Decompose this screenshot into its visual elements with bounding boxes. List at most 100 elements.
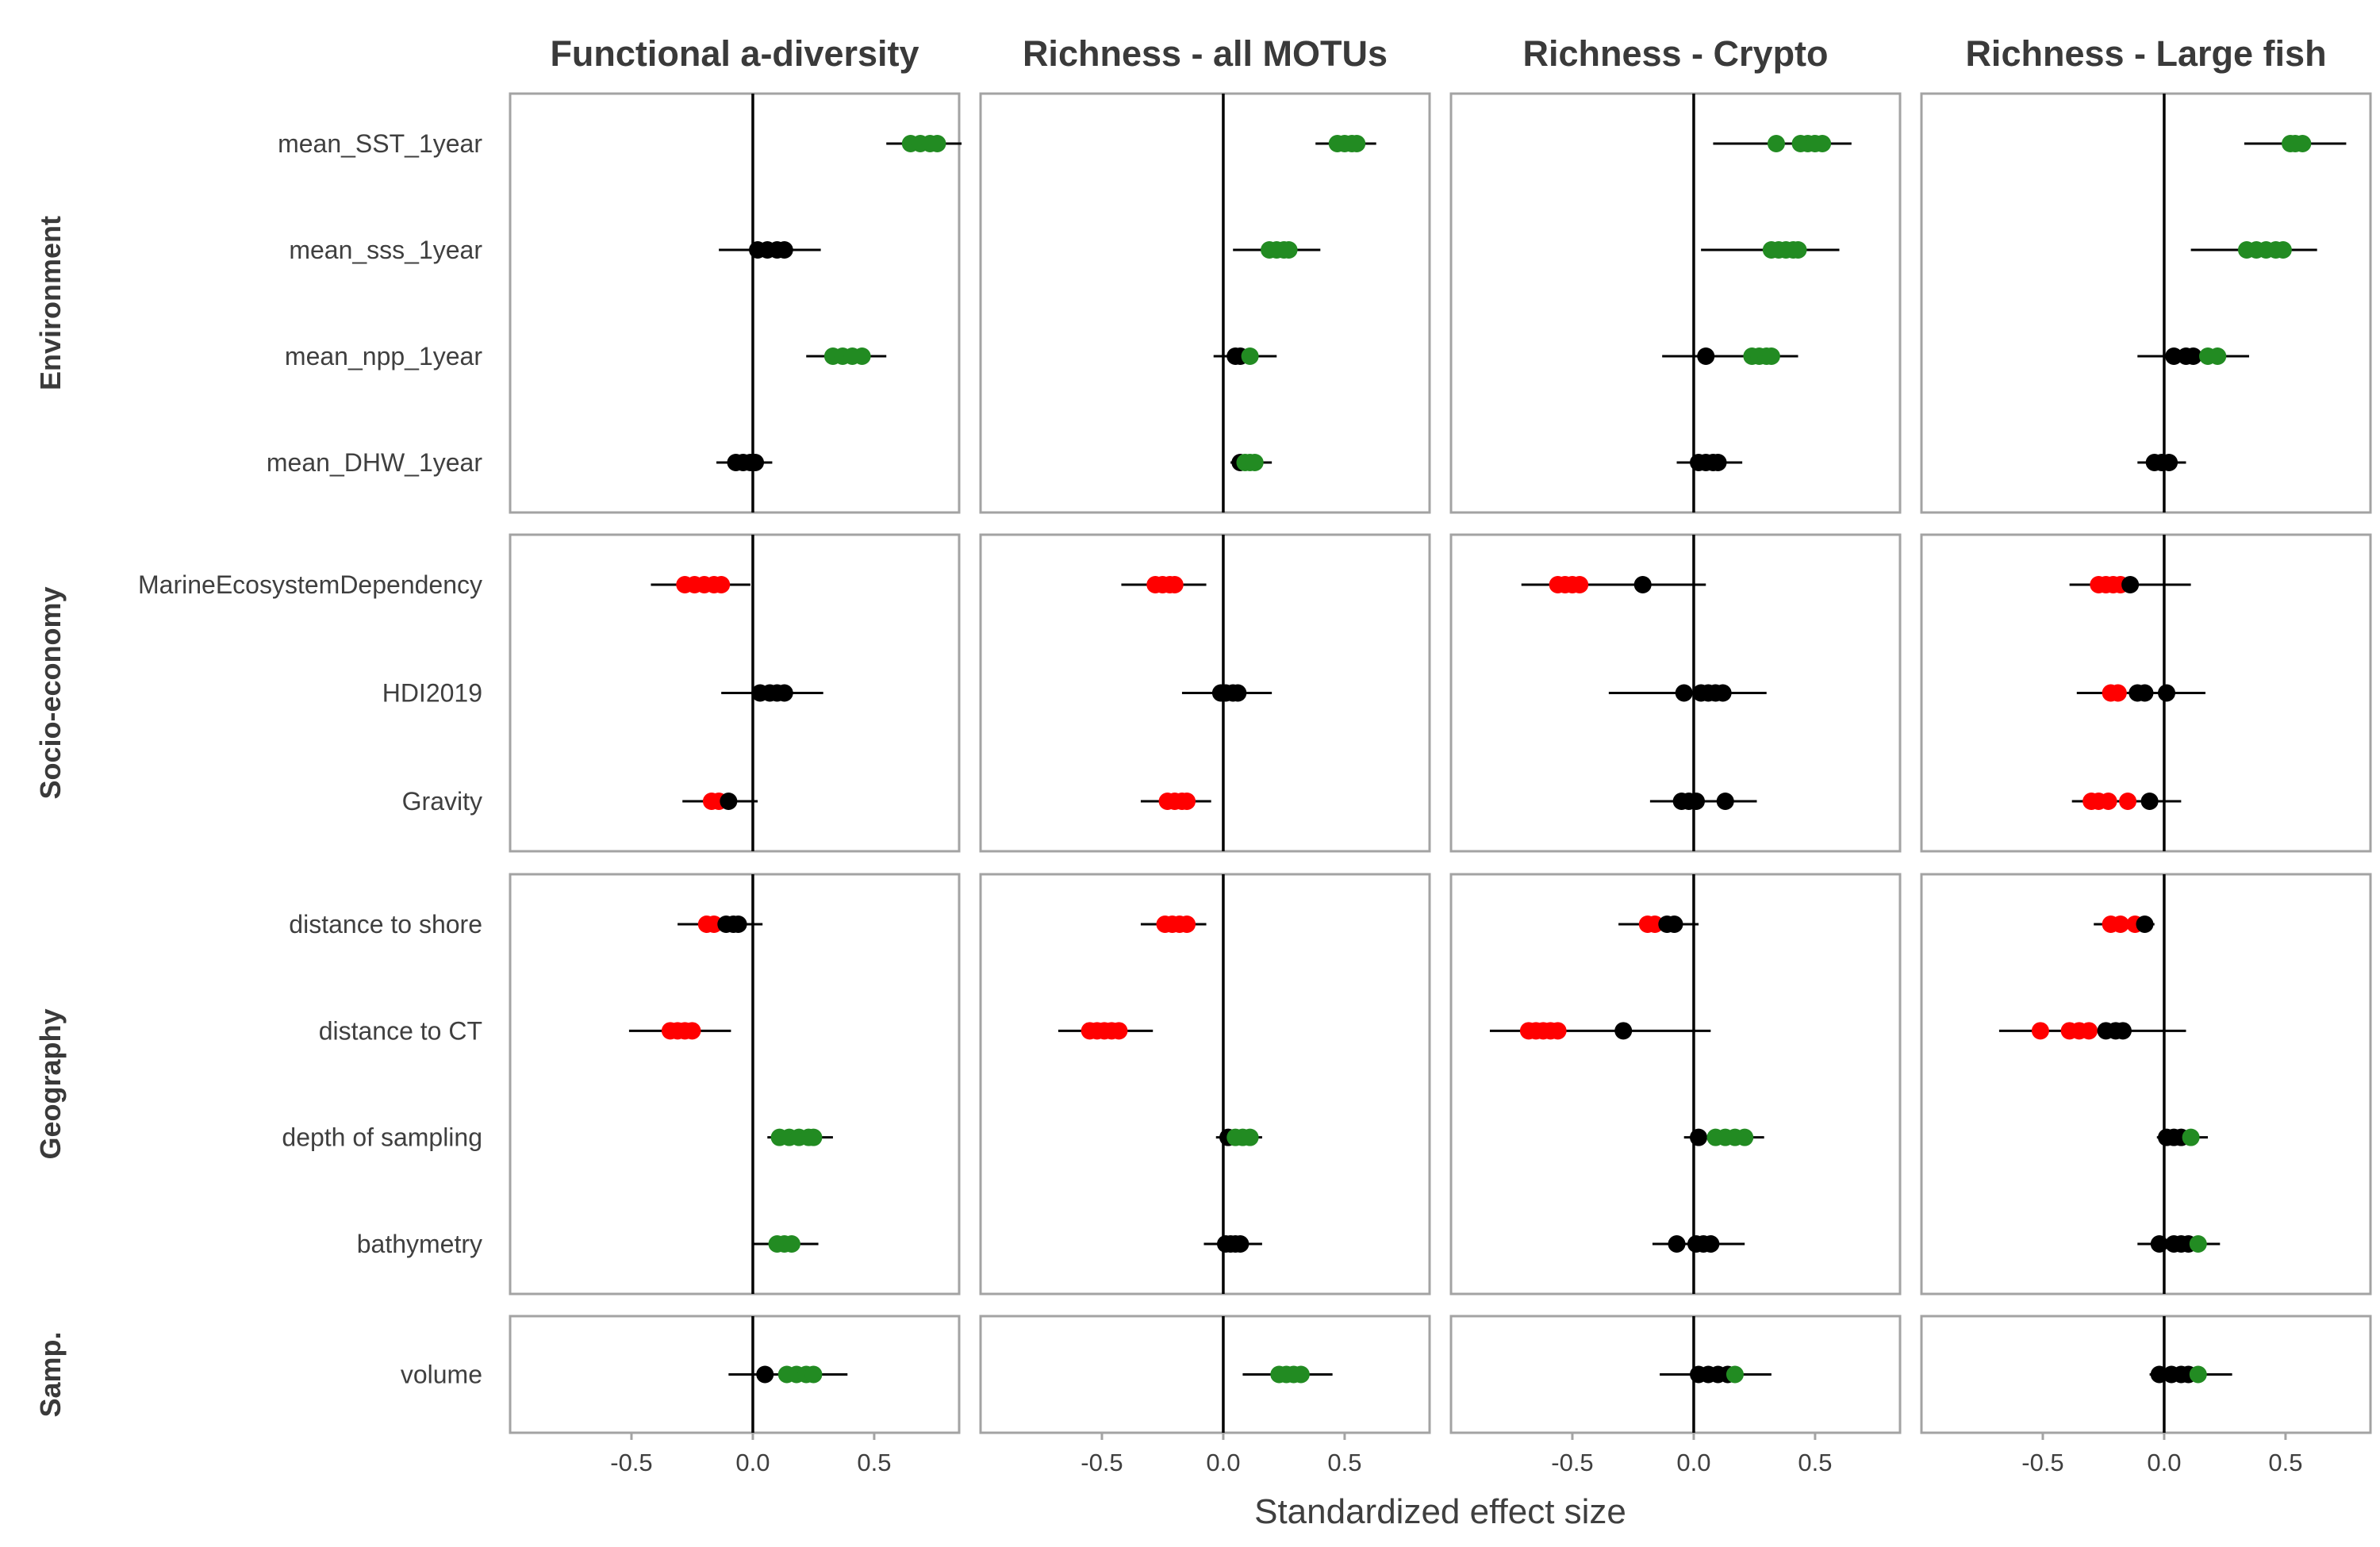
- estimate-point-hdi2019: [1714, 684, 1732, 702]
- column-title-richness-all-motus: Richness - all MOTUs: [1023, 33, 1388, 74]
- estimate-point-marineecosystemdependency: [1571, 576, 1589, 593]
- variable-label-distance-to-shore: distance to shore: [289, 910, 482, 939]
- estimate-point-volume: [804, 1365, 823, 1384]
- estimate-point-bathymetry: [1702, 1235, 1720, 1253]
- estimate-point-volume: [2189, 1365, 2207, 1384]
- panel-frame-functional-a-diversity-geography: [509, 873, 961, 1296]
- estimate-point-hdi2019: [2109, 684, 2127, 702]
- panel-frame-richness-large-fish-geography: [1920, 873, 2372, 1296]
- estimate-point-distance-to-ct: [683, 1022, 701, 1040]
- estimate-point-distance-to-shore: [2136, 916, 2154, 933]
- x-tick-label: -0.5: [1551, 1449, 1593, 1476]
- variable-label-marineecosystemdependency: MarineEcosystemDependency: [138, 570, 482, 599]
- estimate-point-distance-to-ct: [2113, 1022, 2132, 1040]
- x-tick-label: 0.0: [735, 1449, 770, 1476]
- column-title-richness-crypto: Richness - Crypto: [1522, 33, 1828, 74]
- x-tick-label: 0.5: [1327, 1449, 1361, 1476]
- estimate-point-bathymetry: [2150, 1235, 2168, 1253]
- estimate-point-distance-to-shore: [1178, 916, 1196, 933]
- x-tick-label: 0.5: [1798, 1449, 1832, 1476]
- estimate-point-mean-npp-1year: [2209, 347, 2227, 365]
- estimate-point-distance-to-shore: [704, 916, 723, 933]
- x-tick-label: -0.5: [610, 1449, 652, 1476]
- estimate-point-distance-to-ct: [1549, 1022, 1567, 1040]
- row-group-label-samp: Samp.: [34, 1331, 67, 1417]
- estimate-point-hdi2019: [775, 684, 793, 702]
- x-tick-label: 0.5: [2268, 1449, 2302, 1476]
- estimate-point-bathymetry: [782, 1235, 800, 1253]
- variable-label-gravity: Gravity: [402, 787, 482, 816]
- variable-label-bathymetry: bathymetry: [357, 1230, 482, 1258]
- panel-frame-richness-crypto-environment: [1449, 92, 1902, 514]
- estimate-point-depth-of-sampling: [2182, 1128, 2200, 1146]
- estimate-point-distance-to-shore: [1665, 916, 1683, 933]
- variable-label-volume: volume: [401, 1361, 482, 1389]
- estimate-point-distance-to-shore: [2111, 916, 2129, 933]
- variable-label-hdi2019: HDI2019: [382, 679, 482, 708]
- estimate-point-mean-sst-1year: [2294, 135, 2312, 152]
- estimate-point-volume: [1292, 1365, 1310, 1384]
- x-tick-label: 0.0: [2147, 1449, 2181, 1476]
- x-tick-label: -0.5: [2021, 1449, 2063, 1476]
- row-group-label-environment: Environment: [34, 216, 67, 390]
- estimate-point-mean-dhw-1year: [2160, 454, 2178, 471]
- estimate-point-mean-sst-1year: [1814, 135, 1832, 152]
- x-tick-label: 0.5: [857, 1449, 891, 1476]
- estimate-point-distance-to-shore: [1645, 916, 1664, 933]
- estimate-point-gravity: [1687, 793, 1706, 810]
- estimate-point-mean-dhw-1year: [747, 454, 765, 471]
- text-layer: Functional a-diversity Richness - all MOT…: [34, 33, 2327, 1531]
- panel-frame-richness-large-fish-environment: [1920, 92, 2372, 514]
- estimate-point-gravity: [1178, 793, 1196, 810]
- estimate-point-marineecosystemdependency: [712, 576, 731, 593]
- estimate-point-mean-sss-1year: [1280, 241, 1298, 259]
- estimate-point-bathymetry: [1668, 1235, 1686, 1253]
- estimate-point-mean-npp-1year: [1762, 347, 1780, 365]
- estimate-point-mean-npp-1year: [2165, 347, 2183, 365]
- panel-frame-richness-all-motus-environment: [979, 92, 1431, 514]
- estimate-point-mean-sss-1year: [1789, 241, 1807, 259]
- estimate-point-mean-npp-1year: [1241, 347, 1259, 365]
- estimate-point-marineecosystemdependency: [1633, 576, 1652, 593]
- estimate-point-gravity: [2119, 793, 2137, 810]
- estimate-point-volume: [1726, 1365, 1744, 1384]
- row-group-label-socio-economy: Socio-economy: [34, 586, 67, 799]
- estimate-point-depth-of-sampling: [1736, 1128, 1754, 1146]
- estimate-point-hdi2019: [2158, 684, 2176, 702]
- variable-label-mean-npp-1year: mean_npp_1year: [285, 342, 482, 370]
- estimate-point-marineecosystemdependency: [1165, 576, 1184, 593]
- variable-label-mean-sst-1year: mean_SST_1year: [278, 129, 482, 158]
- estimate-point-bathymetry: [2189, 1235, 2207, 1253]
- estimate-point-gravity: [2099, 793, 2117, 810]
- panel-frame-functional-a-diversity-environment: [509, 92, 961, 514]
- estimate-point-gravity: [720, 793, 738, 810]
- estimate-point-volume: [2150, 1365, 2168, 1384]
- row-group-label-geography: Geography: [34, 1008, 67, 1159]
- estimate-point-hdi2019: [1229, 684, 1247, 702]
- panel-frame-richness-all-motus-geography: [979, 873, 1431, 1296]
- estimate-point-mean-sst-1year: [1348, 135, 1366, 152]
- estimate-point-hdi2019: [2136, 684, 2154, 702]
- panel-frame-richness-crypto-geography: [1449, 873, 1902, 1296]
- estimate-point-depth-of-sampling: [804, 1128, 823, 1146]
- variable-label-distance-to-ct: distance to CT: [319, 1016, 482, 1045]
- x-tick-label: 0.0: [1676, 1449, 1710, 1476]
- estimate-point-mean-sst-1year: [928, 135, 946, 152]
- estimate-point-bathymetry: [1231, 1235, 1250, 1253]
- estimate-point-distance-to-ct: [2080, 1022, 2098, 1040]
- estimate-point-mean-sss-1year: [775, 241, 793, 259]
- estimate-point-hdi2019: [1675, 684, 1693, 702]
- estimate-marks-layer: [628, 135, 2347, 1384]
- column-title-functional-a-diversity: Functional a-diversity: [550, 33, 919, 74]
- estimate-point-volume: [756, 1365, 774, 1384]
- variable-label-mean-sss-1year: mean_sss_1year: [289, 236, 482, 264]
- estimate-point-gravity: [1716, 793, 1734, 810]
- estimate-point-depth-of-sampling: [1241, 1128, 1259, 1146]
- estimate-point-distance-to-ct: [2031, 1022, 2049, 1040]
- estimate-point-distance-to-shore: [729, 916, 747, 933]
- estimate-point-distance-to-ct: [1110, 1022, 1128, 1040]
- panel-frames-layer: [509, 92, 2372, 1434]
- x-tick-label: -0.5: [1081, 1449, 1123, 1476]
- panel-frame-richness-all-motus-samp: [979, 1315, 1431, 1434]
